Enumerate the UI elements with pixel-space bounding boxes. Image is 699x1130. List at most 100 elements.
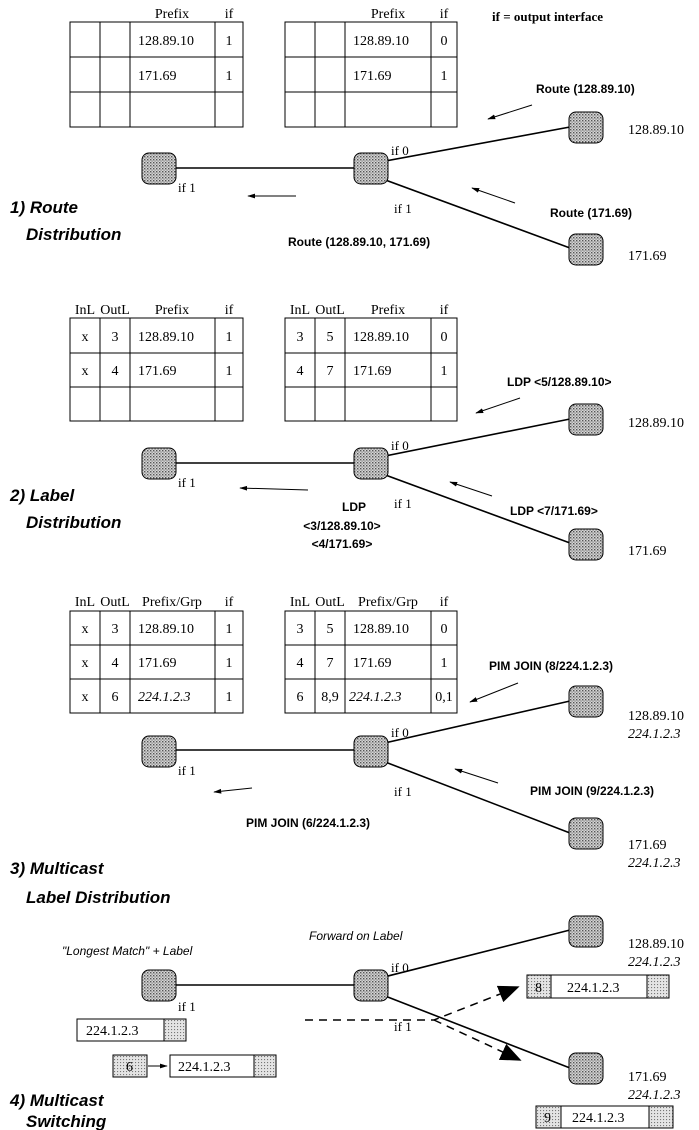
arrow-msg-top (487, 104, 533, 120)
section-label-distribution: InL OutL Prefix if x 3 128.89.10 1 x 4 1… (9, 303, 684, 561)
msg-top: PIM JOIN (8/224.1.2.3) (489, 659, 613, 673)
iface-label-if1: if 1 (394, 784, 412, 799)
link-if0 (379, 418, 571, 458)
iface-label-if1: if 1 (394, 201, 412, 216)
iface-label-if1: if 1 (178, 475, 196, 490)
router-egress-bottom (568, 528, 604, 561)
iface-label-if1: if 1 (178, 763, 196, 778)
right-multicast-table (284, 610, 458, 714)
router-egress-top (568, 111, 604, 144)
cell-prefix: 171.69 (138, 656, 177, 671)
cell-inl: 4 (297, 364, 304, 379)
router-ingress (141, 447, 177, 480)
cell-outl: 4 (112, 364, 119, 379)
header-if: if (225, 7, 234, 22)
header-prefix: Prefix (155, 303, 189, 318)
step-title-line2: Distribution (26, 513, 121, 532)
cell-if: 1 (226, 69, 233, 84)
link-if0 (379, 700, 571, 745)
section-multicast-switching: Forward on Label "Longest Match" + Label… (9, 915, 684, 1130)
router-egress-top (568, 685, 604, 718)
dest-prefix-bottom: 171.69 (628, 544, 667, 559)
section-route-distribution: Prefix if 128.89.10 1 171.69 1 Prefix if… (10, 7, 684, 266)
left-routing-table (69, 21, 244, 128)
cell-if: 0,1 (435, 690, 453, 705)
header-outl: OutL (100, 595, 130, 610)
msg-left-line2: <3/128.89.10> (303, 519, 380, 533)
cell-if: 1 (226, 690, 233, 705)
cell-prefix: 171.69 (138, 364, 177, 379)
packet-group-text: 224.1.2.3 (572, 1111, 625, 1126)
cell-prefix: 128.89.10 (138, 330, 194, 345)
cell-inl: 6 (297, 690, 304, 705)
dest-group-top: 224.1.2.3 (628, 727, 681, 742)
labeled-packet-out-bottom: 9 224.1.2.3 (535, 1105, 674, 1129)
cell-outl: 3 (112, 330, 119, 345)
forward-on-label-text: Forward on Label (309, 929, 403, 943)
cell-prefix: 171.69 (138, 69, 177, 84)
link-if1 (379, 472, 571, 544)
right-label-table (284, 317, 458, 422)
router-ingress (141, 969, 177, 1002)
cell-prefix: 128.89.10 (353, 622, 409, 637)
section-multicast-label-distribution: InL OutL Prefix/Grp if x 3 128.89.10 1 x… (10, 595, 684, 907)
dest-prefix-top: 128.89.10 (628, 123, 684, 138)
step-title-line2: Label Distribution (26, 888, 171, 907)
iface-label-if1: if 1 (178, 999, 196, 1014)
label-value: 6 (126, 1060, 133, 1075)
forward-arrow-bottom (433, 1019, 522, 1061)
msg-left: Route (128.89.10, 171.69) (288, 235, 430, 249)
cell-outl: 3 (112, 622, 119, 637)
cell-if: 1 (441, 656, 448, 671)
router-egress-bottom (568, 817, 604, 850)
cell-inl: x (82, 690, 89, 705)
router-egress-top (568, 403, 604, 436)
dest-prefix-bottom: 171.69 (628, 1070, 667, 1085)
header-if: if (440, 303, 449, 318)
cell-group: 224.1.2.3 (138, 690, 191, 705)
step-title-line2: Switching (26, 1112, 107, 1130)
header-outl: OutL (100, 303, 130, 318)
link-if1 (379, 759, 571, 834)
longest-match-text: "Longest Match" + Label (62, 944, 193, 958)
header-inl: InL (290, 303, 310, 318)
label-value: 8 (535, 981, 542, 996)
cell-outl: 4 (112, 656, 119, 671)
arrow-msg-left (239, 485, 309, 491)
left-label-table (69, 317, 244, 422)
dest-group-bottom: 224.1.2.3 (628, 856, 681, 871)
step-title: 2) Label (9, 486, 76, 505)
cell-if: 1 (226, 34, 233, 49)
router-core (353, 735, 389, 768)
labeled-packet-out-top: 8 224.1.2.3 (526, 974, 670, 999)
dest-group-top: 224.1.2.3 (628, 955, 681, 970)
header-outl: OutL (315, 303, 345, 318)
dest-prefix-bottom: 171.69 (628, 838, 667, 853)
header-if: if (225, 595, 234, 610)
cell-if: 1 (226, 622, 233, 637)
arrow-msg-bottom (449, 481, 493, 497)
cell-outl: 8,9 (321, 690, 339, 705)
msg-top: Route (128.89.10) (536, 82, 635, 96)
cell-if: 1 (441, 69, 448, 84)
iface-label-if0: if 0 (391, 725, 409, 740)
iface-label-if0: if 0 (391, 143, 409, 158)
label-value: 9 (544, 1111, 551, 1126)
dest-prefix-top: 128.89.10 (628, 937, 684, 952)
header-inl: InL (290, 595, 310, 610)
arrow-msg-left (213, 787, 253, 794)
header-inl: InL (75, 303, 95, 318)
cell-inl: 4 (297, 656, 304, 671)
cell-outl: 5 (327, 330, 334, 345)
cell-inl: x (82, 656, 89, 671)
cell-prefix: 128.89.10 (138, 34, 194, 49)
msg-bottom: PIM JOIN (9/224.1.2.3) (530, 784, 654, 798)
iface-label-if1: if 1 (178, 180, 196, 195)
cell-if: 0 (441, 622, 448, 637)
arrow-msg-top (475, 397, 521, 414)
cell-outl: 7 (327, 656, 334, 671)
arrow-msg-bottom (454, 768, 499, 784)
cell-outl: 7 (327, 364, 334, 379)
router-core (353, 969, 389, 1002)
legend-text: if = output interface (492, 9, 603, 24)
